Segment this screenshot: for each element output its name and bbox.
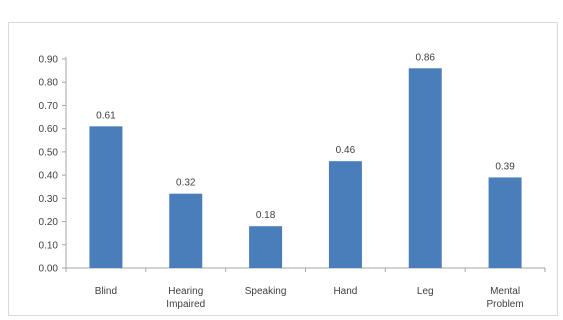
bar: [249, 226, 283, 268]
y-tick-label: 0.80: [39, 78, 59, 89]
data-label: 0.32: [176, 178, 196, 189]
y-tick-label: 0.70: [39, 101, 59, 112]
category-label: Mental: [490, 286, 520, 297]
category-label: Impaired: [166, 299, 205, 310]
bar: [328, 161, 362, 268]
data-label: 0.46: [336, 145, 356, 156]
bar: [89, 126, 123, 268]
category-label: Blind: [95, 286, 117, 297]
bar: [408, 68, 442, 269]
y-tick-label: 0.10: [39, 240, 59, 251]
data-label: 0.61: [96, 110, 116, 121]
data-label: 0.39: [495, 161, 515, 172]
y-tick-label: 0.30: [39, 194, 59, 205]
y-tick-label: 0.50: [39, 147, 59, 158]
y-tick-label: 0.40: [39, 171, 59, 182]
category-label: Problem: [486, 299, 523, 310]
category-label: Hearing: [168, 286, 203, 297]
data-label: 0.86: [416, 52, 436, 63]
y-tick-label: 0.90: [39, 55, 59, 66]
bar: [488, 177, 522, 268]
data-label: 0.18: [256, 210, 276, 221]
category-label: Leg: [417, 286, 434, 297]
y-tick-label: 0.60: [39, 124, 59, 135]
category-label: Hand: [333, 286, 357, 297]
category-label: Speaking: [245, 286, 287, 297]
y-tick-label: 0.20: [39, 217, 59, 228]
bar: [169, 193, 203, 268]
y-tick-label: 0.00: [39, 264, 59, 275]
